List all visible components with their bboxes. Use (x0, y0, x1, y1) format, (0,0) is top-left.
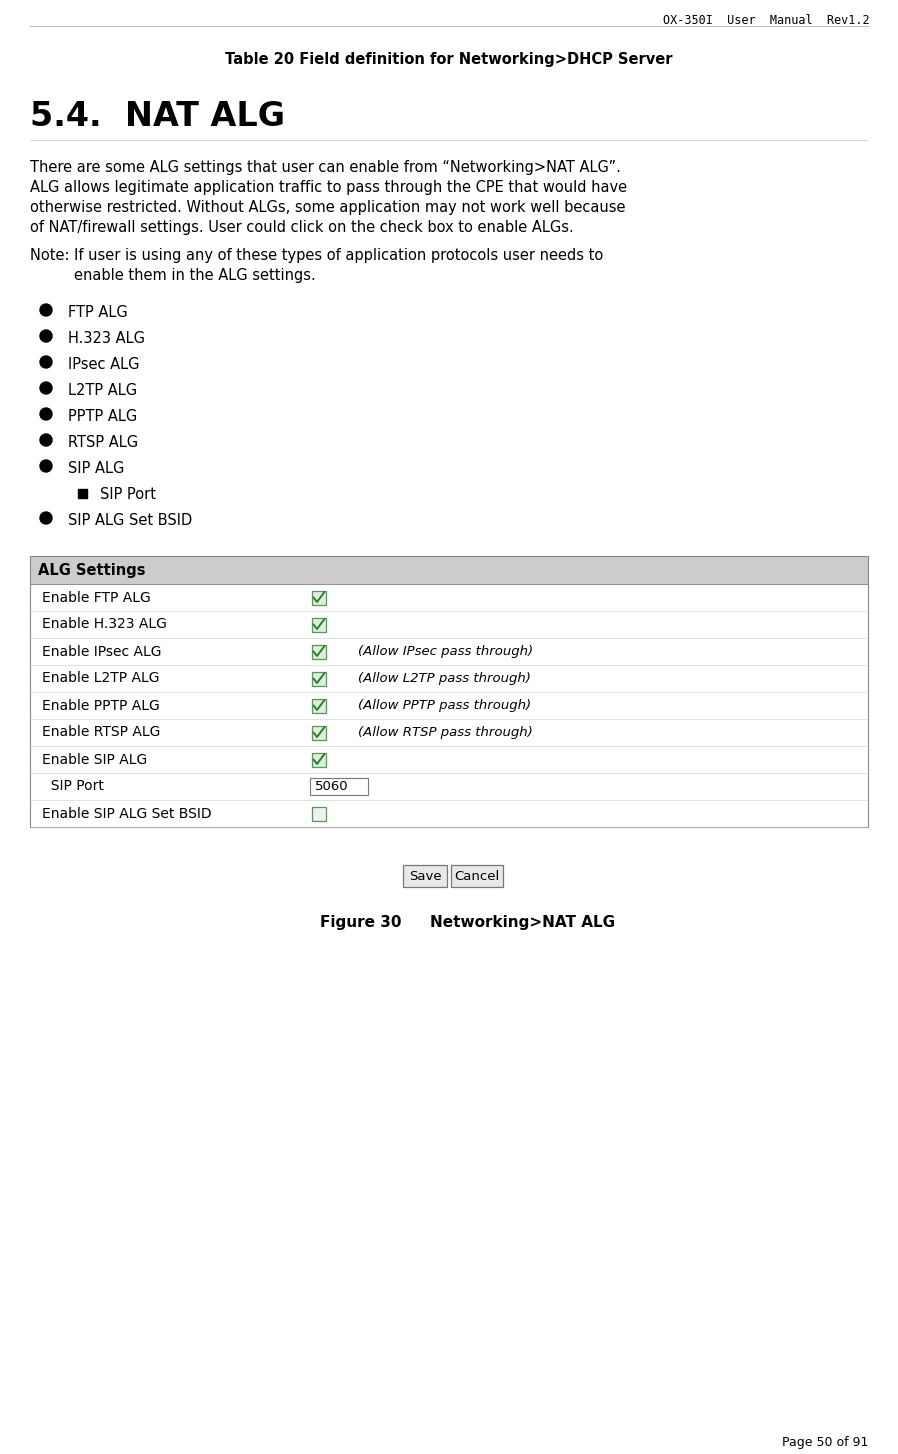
Bar (77, 489, 86, 497)
Text: (Allow PPTP pass through): (Allow PPTP pass through) (358, 699, 531, 712)
Bar (451, 865, 503, 887)
Text: Networking>NAT ALG: Networking>NAT ALG (430, 915, 615, 931)
Text: (Allow IPsec pass through): (Allow IPsec pass through) (358, 646, 533, 659)
Bar (312, 644, 326, 659)
Text: Enable RTSP ALG: Enable RTSP ALG (42, 726, 161, 740)
Text: RTSP ALG: RTSP ALG (68, 435, 138, 449)
Text: Figure 30: Figure 30 (320, 915, 401, 931)
Circle shape (40, 330, 52, 342)
Text: There are some ALG settings that user can enable from “Networking>NAT ALG”.: There are some ALG settings that user ca… (30, 160, 621, 174)
Bar (312, 753, 326, 766)
Text: (Allow RTSP pass through): (Allow RTSP pass through) (358, 726, 533, 739)
Circle shape (40, 382, 52, 394)
Bar (30, 555, 868, 827)
Text: Enable L2TP ALG: Enable L2TP ALG (42, 672, 160, 685)
Text: 5060: 5060 (315, 779, 348, 792)
Text: (Allow L2TP pass through): (Allow L2TP pass through) (358, 672, 531, 685)
Circle shape (40, 356, 52, 368)
Bar (312, 726, 326, 740)
Text: otherwise restricted. Without ALGs, some application may not work well because: otherwise restricted. Without ALGs, some… (30, 201, 626, 215)
Bar (312, 590, 326, 605)
Bar (30, 585, 868, 827)
Text: Enable PPTP ALG: Enable PPTP ALG (42, 698, 160, 712)
Circle shape (40, 409, 52, 420)
Text: Enable FTP ALG: Enable FTP ALG (42, 590, 151, 605)
Text: SIP Port: SIP Port (100, 487, 156, 502)
Text: L2TP ALG: L2TP ALG (68, 382, 137, 398)
Circle shape (40, 304, 52, 316)
Text: SIP Port: SIP Port (42, 779, 104, 794)
Text: SIP ALG: SIP ALG (68, 461, 125, 475)
Bar (312, 698, 326, 712)
Text: Cancel: Cancel (454, 869, 499, 883)
Text: Save: Save (409, 869, 441, 883)
Text: OX-350I  User  Manual  Rev1.2: OX-350I User Manual Rev1.2 (664, 15, 870, 28)
Text: ALG allows legitimate application traffic to pass through the CPE that would hav: ALG allows legitimate application traffi… (30, 180, 627, 195)
Text: Enable H.323 ALG: Enable H.323 ALG (42, 618, 167, 631)
Circle shape (40, 459, 52, 473)
Text: IPsec ALG: IPsec ALG (68, 358, 139, 372)
Text: enable them in the ALG settings.: enable them in the ALG settings. (74, 268, 316, 284)
Circle shape (40, 512, 52, 523)
Text: SIP ALG Set BSID: SIP ALG Set BSID (68, 513, 192, 528)
Bar (30, 555, 868, 585)
Text: Enable SIP ALG Set BSID: Enable SIP ALG Set BSID (42, 807, 212, 820)
Circle shape (40, 433, 52, 446)
Text: PPTP ALG: PPTP ALG (68, 409, 137, 425)
Bar (310, 778, 368, 795)
Text: H.323 ALG: H.323 ALG (68, 332, 145, 346)
Text: Page 50 of 91: Page 50 of 91 (781, 1437, 868, 1450)
Text: 5.4.  NAT ALG: 5.4. NAT ALG (30, 100, 286, 132)
Text: Enable IPsec ALG: Enable IPsec ALG (42, 644, 162, 659)
Bar (312, 807, 326, 820)
Text: Enable SIP ALG: Enable SIP ALG (42, 753, 147, 766)
Bar (312, 672, 326, 685)
Text: FTP ALG: FTP ALG (68, 305, 128, 320)
Bar (312, 618, 326, 631)
Text: Table 20 Field definition for Networking>DHCP Server: Table 20 Field definition for Networking… (225, 52, 673, 67)
Text: of NAT/firewall settings. User could click on the check box to enable ALGs.: of NAT/firewall settings. User could cli… (30, 220, 574, 236)
Text: ALG Settings: ALG Settings (38, 564, 145, 579)
Text: Note: If user is using any of these types of application protocols user needs to: Note: If user is using any of these type… (30, 249, 603, 263)
Bar (403, 865, 447, 887)
